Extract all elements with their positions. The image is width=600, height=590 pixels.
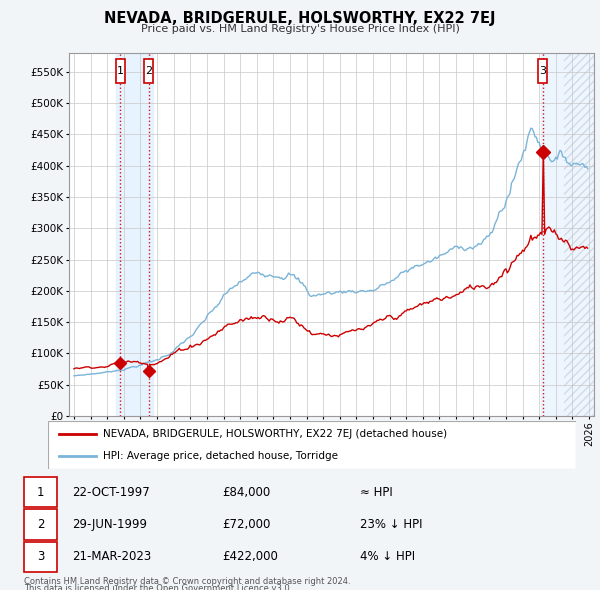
Text: 2: 2 — [145, 65, 152, 76]
Text: £72,000: £72,000 — [222, 518, 271, 531]
FancyBboxPatch shape — [24, 477, 57, 507]
Text: This data is licensed under the Open Government Licence v3.0.: This data is licensed under the Open Gov… — [24, 584, 292, 590]
FancyBboxPatch shape — [24, 509, 57, 540]
Text: Contains HM Land Registry data © Crown copyright and database right 2024.: Contains HM Land Registry data © Crown c… — [24, 577, 350, 586]
Text: 23% ↓ HPI: 23% ↓ HPI — [360, 518, 422, 531]
Text: NEVADA, BRIDGERULE, HOLSWORTHY, EX22 7EJ (detached house): NEVADA, BRIDGERULE, HOLSWORTHY, EX22 7EJ… — [103, 429, 448, 439]
Text: 29-JUN-1999: 29-JUN-1999 — [72, 518, 147, 531]
Text: NEVADA, BRIDGERULE, HOLSWORTHY, EX22 7EJ: NEVADA, BRIDGERULE, HOLSWORTHY, EX22 7EJ — [104, 11, 496, 25]
Text: 1: 1 — [117, 65, 124, 76]
FancyBboxPatch shape — [24, 542, 57, 572]
Bar — [541, 53, 594, 416]
Text: 4% ↓ HPI: 4% ↓ HPI — [360, 550, 415, 563]
Text: HPI: Average price, detached house, Torridge: HPI: Average price, detached house, Torr… — [103, 451, 338, 461]
FancyBboxPatch shape — [116, 59, 125, 83]
Text: £84,000: £84,000 — [222, 486, 270, 499]
Text: Price paid vs. HM Land Registry's House Price Index (HPI): Price paid vs. HM Land Registry's House … — [140, 24, 460, 34]
FancyBboxPatch shape — [144, 59, 153, 83]
FancyBboxPatch shape — [538, 59, 547, 83]
Text: 3: 3 — [37, 550, 44, 563]
Bar — [564, 53, 594, 416]
Text: 21-MAR-2023: 21-MAR-2023 — [72, 550, 151, 563]
Text: ≈ HPI: ≈ HPI — [360, 486, 393, 499]
Text: 3: 3 — [539, 65, 546, 76]
Text: 1: 1 — [37, 486, 44, 499]
Text: 22-OCT-1997: 22-OCT-1997 — [72, 486, 150, 499]
Text: 2: 2 — [37, 518, 44, 531]
Bar — [116, 53, 153, 416]
Bar — [564, 53, 594, 416]
Text: £422,000: £422,000 — [222, 550, 278, 563]
